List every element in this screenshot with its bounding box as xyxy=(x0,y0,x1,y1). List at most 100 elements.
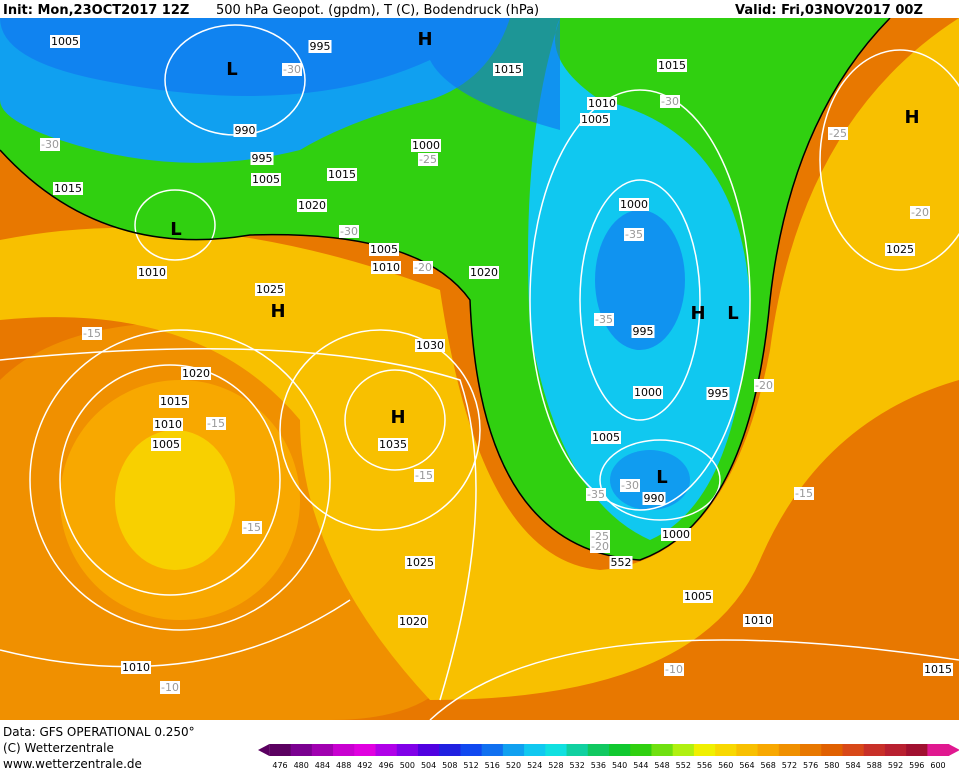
pressure-label-box xyxy=(633,386,663,399)
pressure-label: 1005 xyxy=(252,173,280,186)
pressure-label: 1015 xyxy=(658,59,686,72)
colorbar-cell xyxy=(757,744,780,756)
pressure-label: 1005 xyxy=(51,35,79,48)
data-source: Data: GFS OPERATIONAL 0.250° xyxy=(3,725,195,739)
header-bar xyxy=(0,0,959,18)
pressure-label-box xyxy=(683,590,713,603)
colorbar-tick-label: 488 xyxy=(336,761,351,770)
temperature-label: -30 xyxy=(621,479,639,492)
colorbar-cell xyxy=(800,744,822,756)
colorbar-cell xyxy=(651,744,674,756)
colorbar-tick-label: 572 xyxy=(782,761,797,770)
colorbar-tick-label: 596 xyxy=(909,761,924,770)
pressure-label-box xyxy=(743,614,773,627)
colorbar-tick-label: 508 xyxy=(442,761,457,770)
colorbar-tick-label: 552 xyxy=(676,761,691,770)
colorbar-cell xyxy=(630,744,652,756)
height-label: 552 xyxy=(611,556,632,569)
height-label-box xyxy=(609,556,633,569)
pressure-label-box xyxy=(580,113,610,126)
pressure-label: 1015 xyxy=(160,395,188,408)
temperature-label: -20 xyxy=(591,540,609,553)
colorbar-cell xyxy=(842,744,865,756)
colorbar-cell xyxy=(269,744,292,756)
temperature-label: -30 xyxy=(340,225,358,238)
pressure-label: 995 xyxy=(252,152,273,165)
temperature-label: -35 xyxy=(587,488,605,501)
colorbar-cell xyxy=(672,744,695,756)
colorbar-tick-label: 600 xyxy=(930,761,945,770)
pressure-label: 1000 xyxy=(662,528,690,541)
colorbar-cell xyxy=(396,744,419,756)
pressure-label: 1005 xyxy=(592,431,620,444)
temperature-label-box xyxy=(413,261,433,274)
title-text: 500 hPa Geopot. (gpdm), T (C), Bodendruc… xyxy=(216,3,539,18)
pressure-label-box xyxy=(151,438,181,451)
temperature-label: -25 xyxy=(591,530,609,543)
temperature-label: -10 xyxy=(161,681,179,694)
pressure-label-box xyxy=(137,266,167,279)
temperature-label: -25 xyxy=(829,127,847,140)
colorbar-tick-label: 580 xyxy=(824,761,839,770)
pressure-label-box xyxy=(181,367,211,380)
field xyxy=(0,18,750,540)
temperature-label: -30 xyxy=(661,95,679,108)
pressure-center: H xyxy=(690,303,705,324)
temperature-label-box xyxy=(418,153,438,166)
pressure-label: 990 xyxy=(644,492,665,505)
isobars xyxy=(0,24,959,721)
pressure-label: 1000 xyxy=(412,139,440,152)
pressure-label: 1005 xyxy=(581,113,609,126)
map-labels: 1005 995 1015 1015 1010 1005 990 995 1005 1000 101… xyxy=(40,29,953,694)
pressure-label: 1020 xyxy=(399,615,427,628)
colorbar-tick-label: 476 xyxy=(272,761,287,770)
colorbar-cell xyxy=(502,744,525,756)
colorbar-tick-label: 500 xyxy=(400,761,415,770)
colorbar-cell xyxy=(375,744,398,756)
colorbar-cell xyxy=(884,744,907,756)
pressure-label-box xyxy=(50,35,80,48)
temperature-label: -15 xyxy=(415,469,433,482)
pressure-label-box xyxy=(153,418,183,431)
colorbar-tick-label: 480 xyxy=(294,761,309,770)
field xyxy=(0,18,560,130)
colorbar-cell xyxy=(311,744,334,756)
pressure-label-box xyxy=(369,243,399,256)
pressure-label-box xyxy=(255,283,285,296)
field xyxy=(0,18,959,700)
pressure-label-box xyxy=(619,198,649,211)
colorbar-cell xyxy=(609,744,631,756)
valid-text: Valid: Fri,03NOV2017 00Z xyxy=(735,3,923,18)
temperature-label: -10 xyxy=(665,663,683,676)
pressure-label: 1030 xyxy=(416,339,444,352)
temperature-label: -20 xyxy=(755,379,773,392)
colorbar-cell xyxy=(439,744,461,756)
temperature-label-box xyxy=(82,327,102,340)
pressure-label-box xyxy=(642,492,666,505)
pressure-label: 1020 xyxy=(298,199,326,212)
pressure-center: H xyxy=(390,407,405,428)
temperature-label: -35 xyxy=(625,228,643,241)
colorbar-cell xyxy=(481,744,504,756)
pressure-center: H xyxy=(904,107,919,128)
colorbar-cell xyxy=(778,744,801,756)
colorbar-tick-label: 548 xyxy=(654,761,669,770)
pressure-label: 1020 xyxy=(182,367,210,380)
pressure-label: 1005 xyxy=(370,243,398,256)
temperature-label-box xyxy=(828,127,848,140)
colorbar-cell xyxy=(863,744,886,756)
pressure-label-box xyxy=(398,615,428,628)
temperature-label-box xyxy=(794,487,814,500)
pressure-label: 995 xyxy=(310,40,331,53)
pressure-label: 995 xyxy=(708,387,729,400)
pressure-label-box xyxy=(469,266,499,279)
colorbar-tick-label: 524 xyxy=(527,761,542,770)
temperature-label: -15 xyxy=(83,327,101,340)
colorbar-cell xyxy=(354,744,377,756)
colorbar-tick-label: 512 xyxy=(463,761,478,770)
pressure-center: L xyxy=(727,303,738,324)
pressure-label: 1010 xyxy=(154,418,182,431)
pressure-label-box xyxy=(411,139,441,152)
colorbar-tick-label: 520 xyxy=(506,761,521,770)
temperature-label-box xyxy=(160,681,180,694)
